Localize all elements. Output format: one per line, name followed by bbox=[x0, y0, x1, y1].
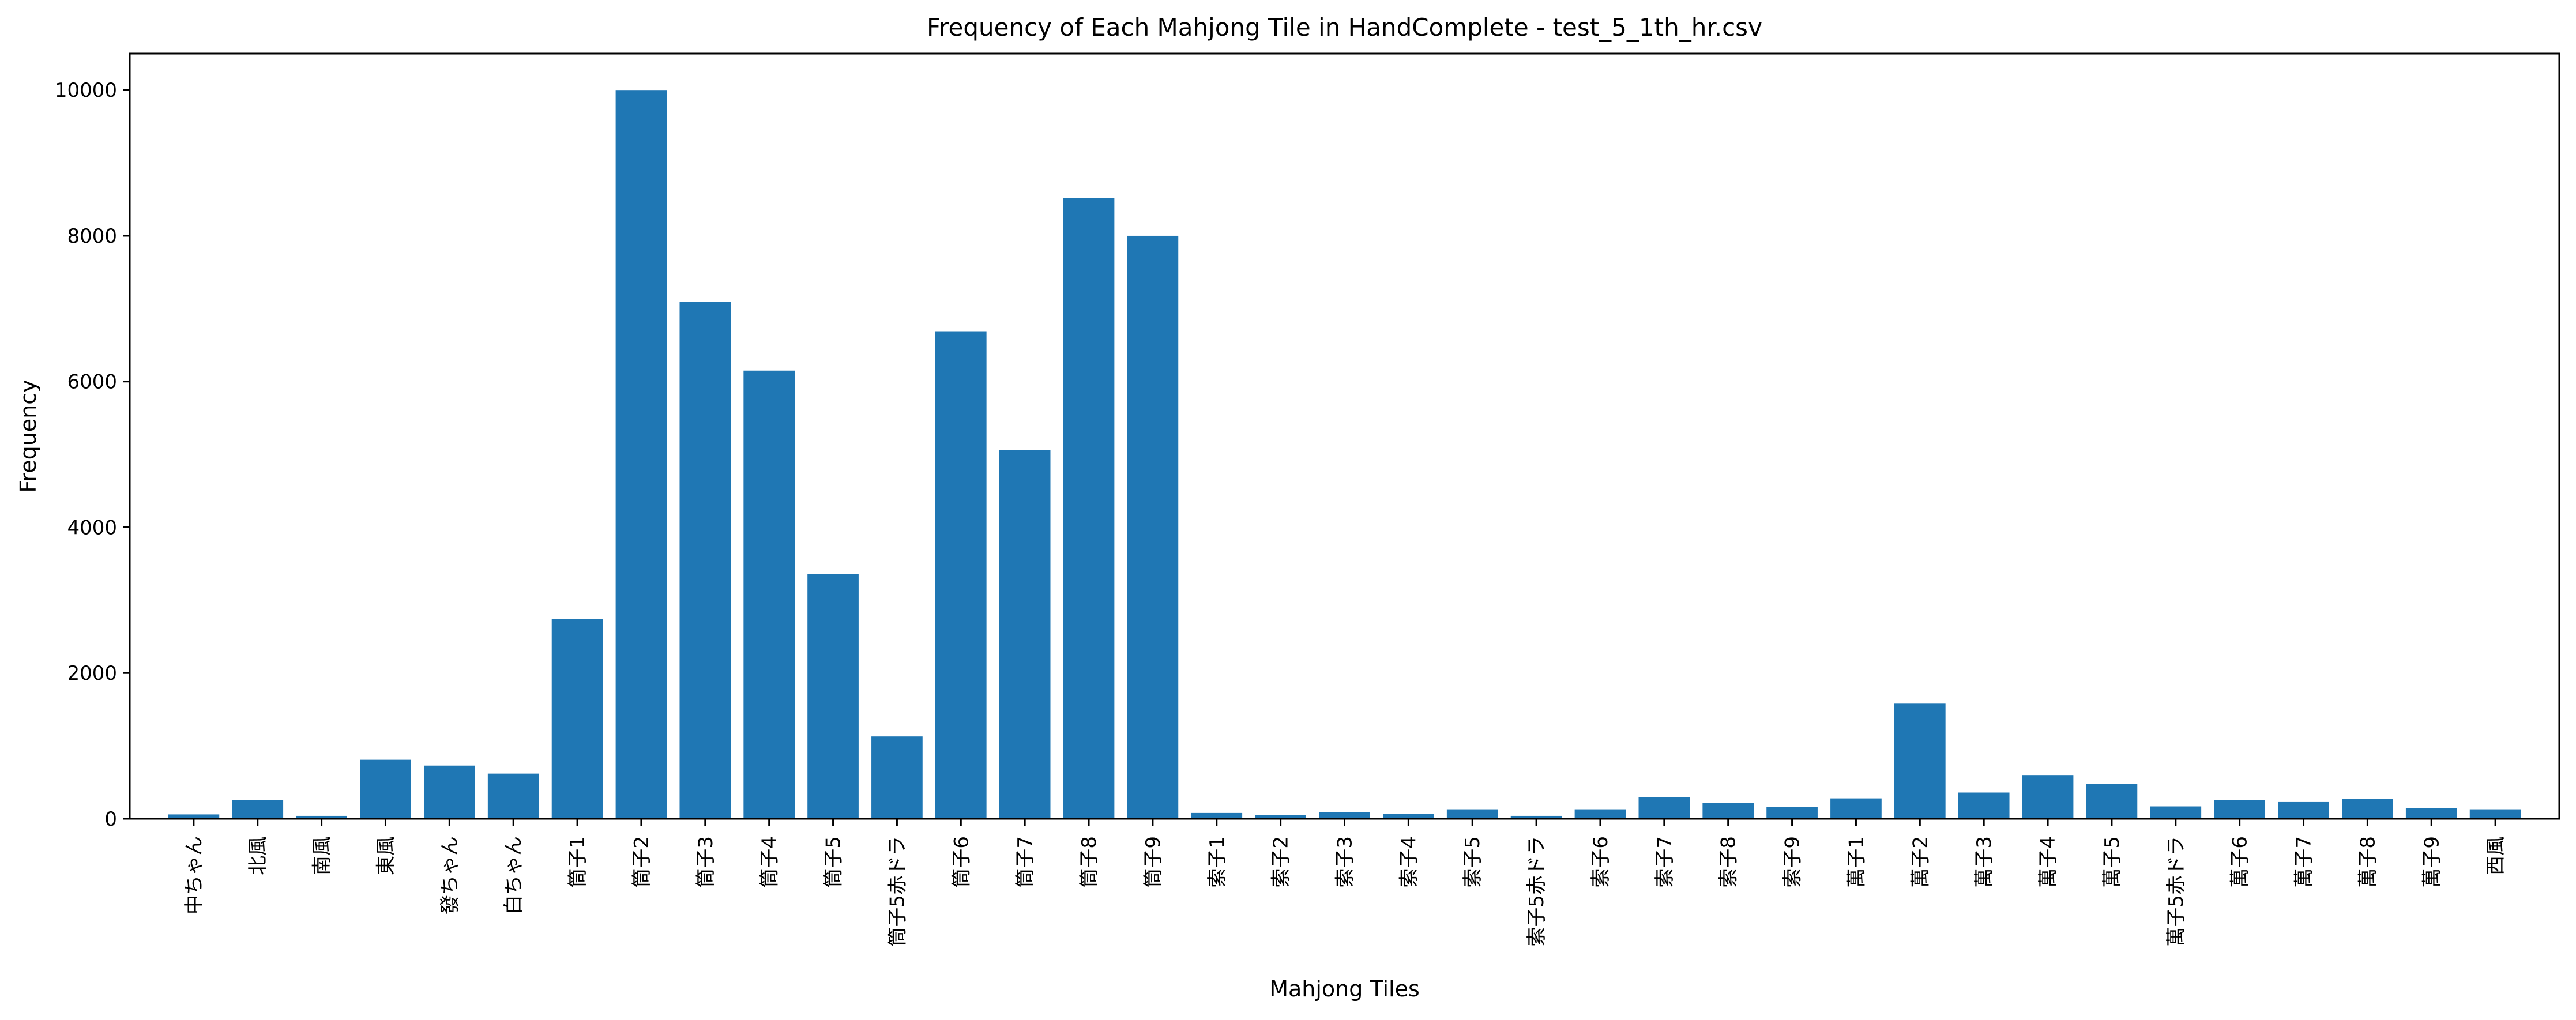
bar-2 bbox=[232, 800, 284, 819]
bar-31 bbox=[2086, 784, 2138, 819]
x-tick-label-33: 萬子6 bbox=[2229, 836, 2252, 888]
bar-24 bbox=[1638, 797, 1690, 819]
x-tick-label-35: 萬子8 bbox=[2356, 836, 2379, 888]
x-tick-label-20: 索子4 bbox=[1397, 836, 1420, 888]
x-tick-label-17: 索子1 bbox=[1206, 836, 1229, 888]
bar-3 bbox=[296, 815, 347, 819]
bar-16 bbox=[1127, 235, 1179, 819]
x-tick-label-6: 白ちゃん bbox=[502, 836, 525, 914]
x-tick-label-28: 萬子2 bbox=[1909, 836, 1932, 888]
y-tick-label-3: 6000 bbox=[67, 371, 117, 394]
bar-30 bbox=[2022, 775, 2074, 819]
plot-frame bbox=[129, 52, 2560, 820]
bar-9 bbox=[679, 302, 731, 819]
bar-32 bbox=[2150, 806, 2202, 819]
x-tick-label-36: 萬子9 bbox=[2420, 836, 2443, 888]
x-tick-label-7: 筒子1 bbox=[566, 836, 589, 888]
bars-group bbox=[168, 90, 2521, 819]
bar-12 bbox=[871, 736, 923, 819]
y-tick-label-4: 8000 bbox=[67, 225, 117, 248]
x-tick-label-30: 萬子4 bbox=[2037, 836, 2060, 888]
bar-19 bbox=[1319, 812, 1370, 819]
y-tick-label-2: 4000 bbox=[67, 516, 117, 539]
bar-28 bbox=[1894, 703, 1946, 819]
x-tick-label-4: 東風 bbox=[374, 836, 397, 875]
x-tick-label-2: 北風 bbox=[247, 836, 270, 875]
x-tick-label-13: 筒子6 bbox=[950, 836, 973, 888]
x-tick-label-22: 索子5赤ドラ bbox=[1525, 836, 1548, 947]
x-tick-label-19: 索子3 bbox=[1334, 836, 1357, 888]
bar-4 bbox=[360, 759, 411, 819]
x-tick-label-14: 筒子7 bbox=[1014, 836, 1037, 888]
x-tick-label-31: 萬子5 bbox=[2101, 836, 2124, 888]
bar-27 bbox=[1830, 798, 1882, 819]
x-tick-label-29: 萬子3 bbox=[1973, 836, 1996, 888]
bar-37 bbox=[2469, 809, 2521, 819]
bar-23 bbox=[1574, 809, 1626, 819]
y-tick-label-5: 10000 bbox=[55, 79, 117, 102]
bar-20 bbox=[1383, 814, 1434, 819]
y-axis-label: Frequency bbox=[16, 379, 41, 492]
x-tick-label-1: 中ちゃん bbox=[183, 836, 206, 914]
bar-34 bbox=[2278, 801, 2329, 819]
bar-17 bbox=[1191, 812, 1243, 819]
bar-36 bbox=[2405, 808, 2457, 819]
bar-14 bbox=[999, 450, 1051, 819]
x-tick-label-27: 萬子1 bbox=[1845, 836, 1868, 888]
x-tick-label-37: 西風 bbox=[2484, 836, 2507, 875]
y-tick-label-1: 2000 bbox=[67, 662, 117, 685]
bar-18 bbox=[1255, 815, 1306, 819]
bar-5 bbox=[423, 765, 475, 819]
bar-6 bbox=[487, 773, 539, 819]
bar-22 bbox=[1510, 815, 1562, 819]
bar-8 bbox=[615, 90, 667, 819]
bar-25 bbox=[1702, 803, 1754, 819]
x-tick-label-10: 筒子4 bbox=[758, 836, 781, 888]
bar-33 bbox=[2214, 800, 2266, 819]
bar-7 bbox=[551, 619, 603, 819]
x-axis: 中ちゃん 北風 南風 東風 發ちゃん 白ちゃん 筒子1 筒子2 筒子3 筒子4 筒子5 筒子5赤ドラ 筒… bbox=[183, 819, 2507, 947]
x-tick-label-8: 筒子2 bbox=[630, 836, 653, 888]
bar-29 bbox=[1958, 792, 2010, 819]
x-tick-label-18: 索子2 bbox=[1270, 836, 1293, 888]
bar-10 bbox=[743, 370, 795, 819]
x-tick-label-11: 筒子5 bbox=[822, 836, 845, 888]
bar-1 bbox=[168, 814, 220, 819]
x-axis-label: Mahjong Tiles bbox=[1269, 976, 1420, 1002]
bar-21 bbox=[1446, 809, 1498, 819]
x-tick-label-5: 發ちゃん bbox=[438, 836, 461, 914]
y-axis: 0 2000 4000 6000 8000 10000 bbox=[55, 79, 130, 831]
x-tick-label-25: 索子8 bbox=[1717, 836, 1740, 888]
x-tick-label-34: 萬子7 bbox=[2293, 836, 2316, 888]
x-tick-label-21: 索子5 bbox=[1461, 836, 1484, 888]
x-tick-label-32: 萬子5赤ドラ bbox=[2165, 836, 2188, 947]
bar-13 bbox=[935, 331, 987, 819]
x-tick-label-12: 筒子5赤ドラ bbox=[886, 836, 909, 947]
x-tick-label-3: 南風 bbox=[311, 836, 334, 875]
x-tick-label-23: 索子6 bbox=[1589, 836, 1612, 888]
y-tick-label-0: 0 bbox=[104, 808, 117, 831]
x-tick-label-16: 筒子9 bbox=[1142, 836, 1165, 888]
bar-26 bbox=[1766, 807, 1818, 819]
bar-35 bbox=[2342, 799, 2393, 819]
x-tick-label-26: 索子9 bbox=[1781, 836, 1804, 888]
bar-15 bbox=[1063, 198, 1115, 819]
x-tick-label-9: 筒子3 bbox=[694, 836, 717, 888]
x-tick-label-15: 筒子8 bbox=[1078, 836, 1101, 888]
bar-11 bbox=[807, 574, 859, 819]
chart-title: Frequency of Each Mahjong Tile in HandCo… bbox=[927, 13, 1762, 42]
x-tick-label-24: 索子7 bbox=[1653, 836, 1676, 888]
